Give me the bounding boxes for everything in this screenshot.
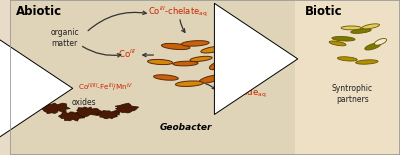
Bar [295, 0, 400, 155]
Ellipse shape [341, 26, 361, 30]
Ellipse shape [338, 57, 357, 61]
Ellipse shape [190, 56, 212, 62]
Text: Co$^{II}$$_\mathregular{aq}$: Co$^{II}$$_\mathregular{aq}$ [234, 44, 258, 58]
Ellipse shape [162, 43, 190, 50]
Text: Geobacter: Geobacter [159, 123, 212, 132]
Ellipse shape [329, 41, 346, 46]
Ellipse shape [374, 38, 386, 45]
Text: Biotic: Biotic [304, 5, 342, 18]
Ellipse shape [209, 61, 228, 70]
Polygon shape [58, 112, 85, 121]
Ellipse shape [201, 46, 225, 53]
Polygon shape [96, 111, 120, 119]
Ellipse shape [173, 61, 198, 66]
Ellipse shape [351, 29, 371, 33]
Ellipse shape [176, 81, 203, 86]
Bar [10, 0, 295, 155]
Text: oxides: oxides [72, 98, 96, 107]
Text: organic
matter: organic matter [50, 28, 79, 48]
Text: Co$^{II/III}$-Fe$^{III}$/Mn$^{IV}$: Co$^{II/III}$-Fe$^{III}$/Mn$^{IV}$ [78, 82, 134, 95]
Text: Syntrophic
partners: Syntrophic partners [332, 84, 373, 104]
Polygon shape [40, 103, 70, 114]
Text: Co$^{III}$: Co$^{III}$ [118, 48, 136, 60]
Polygon shape [75, 107, 103, 117]
Text: Abiotic: Abiotic [16, 5, 62, 18]
Polygon shape [115, 103, 139, 113]
Ellipse shape [148, 59, 173, 65]
Ellipse shape [199, 75, 222, 83]
Text: Co$^{III}$-chelate$_\mathregular{aq}$: Co$^{III}$-chelate$_\mathregular{aq}$ [148, 5, 208, 19]
Ellipse shape [181, 41, 209, 46]
Ellipse shape [356, 60, 378, 64]
Ellipse shape [365, 43, 381, 50]
Text: Co$^{II}$$_\mathregular{aq}$: Co$^{II}$$_\mathregular{aq}$ [16, 81, 40, 96]
Text: cobamide$_\mathregular{aq}$: cobamide$_\mathregular{aq}$ [215, 86, 266, 100]
Ellipse shape [332, 36, 355, 41]
Ellipse shape [154, 75, 178, 80]
Ellipse shape [362, 24, 380, 29]
